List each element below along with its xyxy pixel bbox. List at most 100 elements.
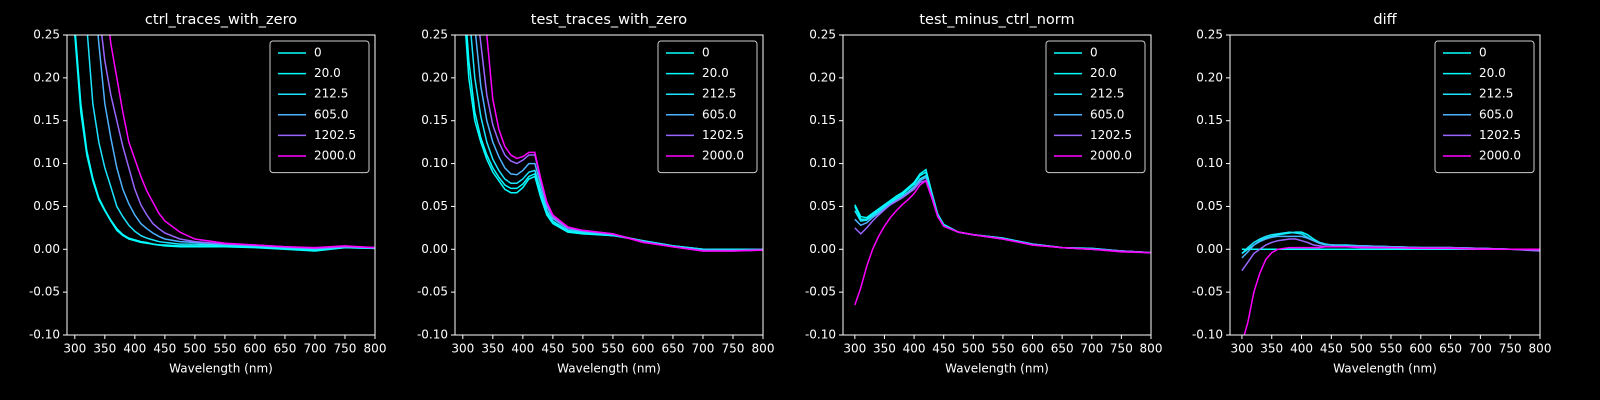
- legend-label: 20.0: [314, 66, 341, 80]
- x-tick-label: 350: [93, 342, 116, 356]
- y-tick-label: 0.05: [421, 199, 448, 213]
- x-tick-label: 750: [334, 342, 357, 356]
- legend-label: 20.0: [702, 66, 729, 80]
- panel-title: ctrl_traces_with_zero: [145, 12, 297, 28]
- legend-label: 605.0: [702, 107, 736, 121]
- axes-frame: [454, 34, 764, 336]
- panel: test_traces_with_zero Wavelength (nm) -0.1…: [417, 12, 775, 376]
- x-tick-label: 450: [153, 342, 176, 356]
- x-tick-label: 350: [481, 342, 504, 356]
- series-line: [854, 168, 1151, 254]
- y-tick-label: -0.10: [1192, 328, 1223, 342]
- x-tick-label: 450: [1320, 342, 1343, 356]
- x-tick-label: 300: [451, 342, 474, 356]
- legend-label: 605.0: [1479, 107, 1513, 121]
- series-line: [74, 35, 375, 251]
- x-tick-label: 700: [304, 342, 327, 356]
- plot-area: [465, 35, 763, 252]
- y-tick-label: 0.25: [1196, 28, 1223, 42]
- legend-label: 212.5: [702, 87, 736, 101]
- y-tick-label: 0.00: [421, 242, 448, 256]
- x-tick-label: 500: [1350, 342, 1373, 356]
- x-tick-label: 600: [631, 342, 654, 356]
- x-tick-label: 800: [752, 342, 775, 356]
- x-tick-label: 300: [1230, 342, 1253, 356]
- x-tick-label: 650: [661, 342, 684, 356]
- legend: 0 20.0 212.5 605.0 1202.5 2000.0: [1434, 40, 1535, 174]
- y-tick-label: 0.05: [33, 199, 60, 213]
- x-tick-label: 300: [63, 342, 86, 356]
- y-tick-label: 0.10: [1196, 156, 1223, 170]
- y-tick-label: 0.10: [809, 156, 836, 170]
- plot-area: [854, 168, 1151, 306]
- y-tick-label: 0.20: [421, 70, 448, 84]
- y-tick-label: -0.05: [417, 285, 448, 299]
- y-tick-label: 0.05: [809, 199, 836, 213]
- legend-label: 2000.0: [1090, 149, 1132, 163]
- x-tick-label: 500: [962, 342, 985, 356]
- x-tick-label: 600: [243, 342, 266, 356]
- legend-label: 2000.0: [1479, 149, 1521, 163]
- legend-label: 1202.5: [314, 128, 356, 142]
- series-line: [1241, 238, 1540, 272]
- y-tick-label: 0.15: [33, 113, 60, 127]
- plot-area: [1241, 231, 1540, 335]
- x-tick-label: 700: [692, 342, 715, 356]
- y-tick-label: 0.20: [33, 70, 60, 84]
- x-axis-label: Wavelength (nm): [557, 362, 661, 376]
- x-tick-label: 800: [1140, 342, 1163, 356]
- y-tick-label: -0.10: [805, 328, 836, 342]
- series-line: [479, 35, 763, 252]
- y-tick-label: 0.05: [1196, 199, 1223, 213]
- legend: 0 20.0 212.5 605.0 1202.5 2000.0: [269, 40, 370, 174]
- y-tick-label: 0.15: [1196, 113, 1223, 127]
- series-line: [109, 35, 375, 249]
- legend-label: 212.5: [1479, 87, 1513, 101]
- y-tick-label: -0.05: [29, 285, 60, 299]
- legend-label: 1202.5: [702, 128, 744, 142]
- series-line: [1241, 231, 1540, 255]
- series-line: [97, 35, 375, 250]
- legend: 0 20.0 212.5 605.0 1202.5 2000.0: [1045, 40, 1146, 174]
- y-tick-label: 0.25: [809, 28, 836, 42]
- x-axis-label: Wavelength (nm): [169, 362, 273, 376]
- legend-label: 2000.0: [314, 149, 356, 163]
- y-tick-label: 0.00: [1196, 242, 1223, 256]
- panel-title: test_traces_with_zero: [531, 12, 688, 28]
- series-line: [854, 174, 1151, 254]
- y-tick-label: 0.15: [809, 113, 836, 127]
- panel-title: test_minus_ctrl_norm: [919, 12, 1074, 28]
- y-tick-label: 0.10: [421, 156, 448, 170]
- x-tick-label: 650: [1051, 342, 1074, 356]
- y-tick-label: 0.20: [809, 70, 836, 84]
- panel-title: diff: [1373, 12, 1397, 28]
- x-tick-label: 550: [601, 342, 624, 356]
- x-tick-label: 650: [273, 342, 296, 356]
- x-tick-label: 550: [991, 342, 1014, 356]
- series-line: [1243, 245, 1540, 335]
- legend-label: 0: [702, 46, 710, 60]
- y-tick-label: 0.25: [33, 28, 60, 42]
- legend: 0 20.0 212.5 605.0 1202.5 2000.0: [657, 40, 758, 174]
- legend-label: 20.0: [1479, 66, 1506, 80]
- legend-label: 605.0: [314, 107, 348, 121]
- x-tick-label: 800: [364, 342, 387, 356]
- x-tick-label: 300: [843, 342, 866, 356]
- x-tick-label: 750: [1499, 342, 1522, 356]
- x-tick-label: 400: [511, 342, 534, 356]
- y-tick-label: 0.25: [421, 28, 448, 42]
- legend-label: 20.0: [1090, 66, 1117, 80]
- x-tick-label: 550: [1380, 342, 1403, 356]
- series-line: [486, 35, 763, 252]
- x-tick-label: 450: [541, 342, 564, 356]
- x-tick-label: 600: [1409, 342, 1432, 356]
- legend-label: 0: [314, 46, 322, 60]
- y-tick-label: -0.05: [805, 285, 836, 299]
- y-tick-label: -0.10: [417, 328, 448, 342]
- y-tick-label: 0.20: [1196, 70, 1223, 84]
- x-tick-label: 500: [183, 342, 206, 356]
- x-tick-label: 700: [1469, 342, 1492, 356]
- x-tick-label: 350: [1260, 342, 1283, 356]
